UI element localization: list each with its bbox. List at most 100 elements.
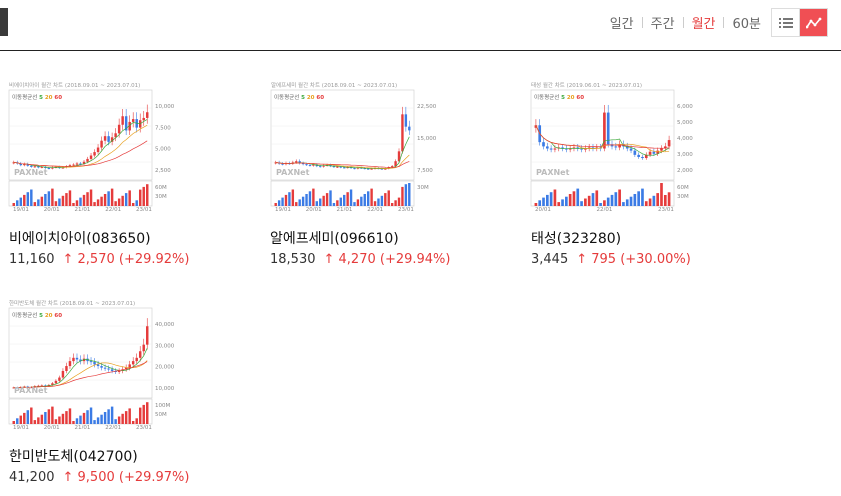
candle-body	[363, 168, 366, 170]
candle-body	[629, 148, 633, 151]
volume-bar	[629, 196, 633, 206]
candle-body	[603, 112, 606, 149]
candle-body	[96, 147, 100, 153]
candle-body	[637, 154, 640, 157]
volume-bar	[633, 194, 637, 206]
candle-body	[390, 166, 394, 168]
volume-bar	[553, 189, 557, 206]
stock-card[interactable]: 알에프세미 월간 차트 (2018.09.01 ~ 2023.07.01) 이동평…	[270, 80, 470, 211]
volume-bar	[37, 199, 40, 206]
candle-body	[75, 163, 79, 165]
candle-body	[346, 167, 349, 169]
volume-bar	[561, 199, 564, 206]
watermark: PAXNet	[14, 168, 48, 177]
stock-card[interactable]: 태성 월간 차트 (2019.06.01 ~ 2023.07.01) 이동평균선 …	[530, 80, 730, 211]
stock-name[interactable]: 태성(323280)	[531, 231, 622, 247]
volume-bar	[86, 192, 89, 206]
tab-separator	[641, 17, 643, 28]
volume-bar	[37, 417, 40, 424]
volume-bar	[131, 421, 135, 424]
volume-bar	[103, 412, 107, 424]
candle-body	[117, 370, 121, 372]
candle-body	[336, 166, 339, 168]
volume-bar	[610, 194, 614, 206]
x-tick-label: 21/01	[75, 207, 91, 211]
tab-daily[interactable]: 일간	[609, 17, 634, 32]
volume-bar	[625, 199, 629, 206]
volume-bar	[135, 200, 138, 206]
y-tick-label: 2,500	[155, 168, 171, 174]
volume-bar	[373, 201, 377, 206]
candle-body	[542, 142, 545, 147]
list-view-button[interactable]	[772, 9, 800, 36]
volume-bar	[281, 197, 284, 206]
volume-bar	[30, 189, 33, 206]
volume-bar	[61, 195, 65, 206]
stock-chart-thumbnail[interactable]: 알에프세미 월간 차트 (2018.09.01 ~ 2023.07.01) 이동평…	[270, 80, 447, 211]
stock-name[interactable]: 한미반도체(042700)	[9, 449, 138, 465]
candle-body	[100, 366, 103, 368]
x-tick-label: 19/01	[275, 207, 291, 211]
volume-bar	[363, 194, 366, 206]
header-divider	[0, 50, 841, 51]
candle-body	[40, 385, 44, 387]
stock-price: 11,160	[9, 252, 55, 267]
period-tabs: 일간 주간 월간 60분	[602, 13, 769, 32]
volume-bar	[641, 188, 644, 206]
candle-body	[667, 140, 671, 147]
volume-bar	[86, 410, 89, 424]
candle-body	[404, 114, 408, 127]
stock-chart-thumbnail[interactable]: 한미반도체 월간 차트 (2018.09.01 ~ 2023.07.01) 이동평…	[8, 298, 185, 429]
x-tick-label: 23/01	[658, 207, 674, 211]
volume-bar	[82, 194, 86, 206]
volume-bar	[51, 406, 54, 424]
volume-bar	[40, 196, 44, 206]
candle-body	[146, 112, 149, 118]
candle-body	[131, 361, 135, 365]
tab-weekly[interactable]: 주간	[650, 17, 675, 32]
candle-body	[114, 133, 117, 138]
volume-bar	[404, 184, 408, 206]
stock-card[interactable]: 비에이치아이 월간 차트 (2018.09.01 ~ 2023.07.01) 이동…	[8, 80, 208, 211]
stock-name[interactable]: 알에프세미(096610)	[270, 231, 399, 247]
candle-body	[51, 383, 54, 385]
volume-bar	[380, 195, 384, 206]
volume-bar	[595, 190, 599, 206]
chart-view-button[interactable]	[800, 9, 827, 36]
volume-bar	[23, 412, 26, 424]
volume-bar	[614, 192, 618, 206]
stock-card[interactable]: 한미반도체 월간 차트 (2018.09.01 ~ 2023.07.01) 이동평…	[8, 298, 208, 429]
volume-bar	[394, 200, 397, 206]
stock-name[interactable]: 비에이치아이(083650)	[9, 231, 151, 247]
candle-body	[107, 368, 110, 370]
volume-bar	[65, 411, 68, 424]
candle-body	[114, 370, 117, 372]
volume-tick-label: 60M	[677, 185, 689, 191]
candle-body	[54, 380, 58, 384]
candle-body	[103, 367, 107, 369]
candle-body	[58, 377, 61, 381]
tab-monthly[interactable]: 월간	[691, 17, 716, 32]
volume-bar	[107, 191, 110, 206]
volume-bar	[336, 200, 339, 206]
candle-body	[89, 155, 93, 159]
volume-bar	[107, 409, 110, 424]
stock-chart-thumbnail[interactable]: 비에이치아이 월간 차트 (2018.09.01 ~ 2023.07.01) 이동…	[8, 80, 185, 211]
volume-bar	[103, 194, 107, 206]
volume-bar	[401, 186, 404, 206]
x-tick-label: 20/01	[44, 207, 60, 211]
volume-bar	[93, 202, 96, 206]
volume-bar	[75, 418, 79, 424]
candle-body	[312, 164, 315, 166]
candle-body	[281, 163, 284, 165]
tab-60min[interactable]: 60분	[732, 17, 761, 32]
stock-chart-thumbnail[interactable]: 태성 월간 차트 (2019.06.01 ~ 2023.07.01) 이동평균선 …	[530, 80, 707, 211]
stock-change: ↑ 2,570 (+29.92%)	[62, 252, 190, 267]
y-tick-label: 20,000	[155, 365, 175, 371]
candle-body	[394, 161, 397, 167]
volume-bar	[26, 410, 30, 424]
x-tick-label: 21/01	[75, 425, 91, 429]
volume-bar	[274, 203, 277, 206]
volume-bar	[114, 201, 117, 206]
stock-price: 3,445	[531, 252, 569, 267]
